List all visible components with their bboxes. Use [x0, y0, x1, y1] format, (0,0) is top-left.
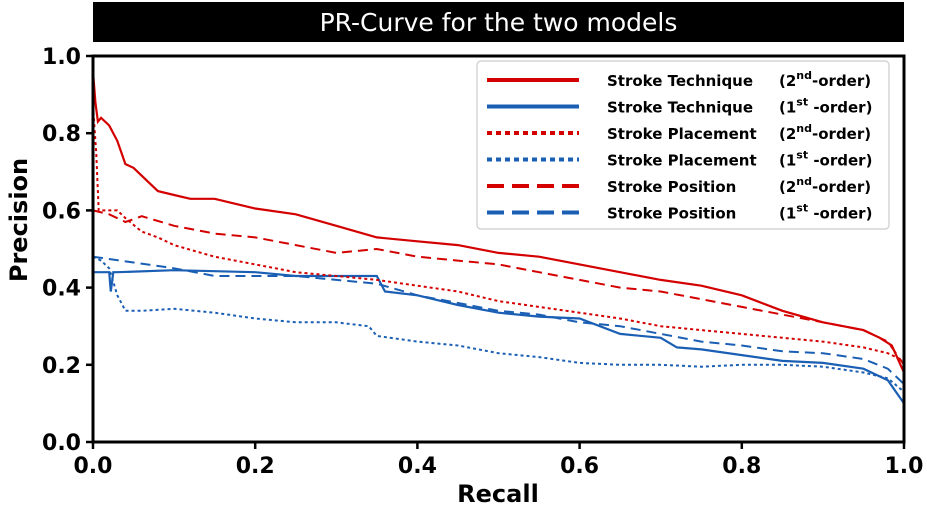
x-axis: 0.0 0.2 0.4 0.6 0.8 1.0: [74, 442, 924, 479]
legend-order-0: (2nd-order): [779, 69, 871, 90]
series-line-4: [93, 209, 904, 366]
series-line-1: [93, 269, 904, 405]
series-line-3: [93, 255, 904, 393]
y-tick-label: 0.8: [42, 122, 81, 147]
y-tick-label: 1.0: [42, 45, 81, 70]
y-tick-label: 0.0: [42, 431, 81, 456]
y-tick-label: 0.4: [42, 277, 81, 302]
y-axis-label: Precision: [5, 158, 33, 282]
x-tick-label: 0.6: [560, 454, 599, 479]
legend-label-2: Stroke Placement: [607, 125, 757, 143]
x-tick-label: 0.8: [722, 454, 761, 479]
x-axis-label: Recall: [457, 480, 539, 508]
x-tick-label: 0.0: [74, 454, 113, 479]
legend-label-3: Stroke Placement: [607, 152, 757, 170]
x-tick-label: 1.0: [885, 454, 924, 479]
x-tick-label: 0.4: [398, 454, 437, 479]
y-axis: 0.0 0.2 0.4 0.6 0.8 1.0: [42, 45, 93, 456]
series-line-0: [93, 71, 904, 373]
y-tick-label: 0.6: [42, 199, 81, 224]
legend-label-4: Stroke Position: [607, 178, 736, 196]
plot-frame: [91, 54, 906, 444]
legend-order-4: (2nd-order): [779, 175, 871, 196]
legend-label-5: Stroke Position: [607, 205, 736, 223]
legend-order-3: (1st -order): [779, 149, 872, 170]
y-tick-label: 0.2: [42, 354, 81, 379]
series-line-2: [93, 106, 904, 362]
legend-order-1: (1st -order): [779, 96, 872, 117]
chart-title: PR-Curve for the two models: [93, 2, 904, 42]
legend-order-5: (1st -order): [779, 202, 872, 223]
legend-label-0: Stroke Technique: [607, 72, 753, 90]
legend-order-2: (2nd-order): [779, 122, 871, 143]
x-tick-label: 0.2: [236, 454, 275, 479]
series-line-5: [93, 255, 904, 385]
legend-box: [476, 60, 890, 230]
series-layer: [93, 71, 904, 405]
legend: Stroke Technique (2nd-order) Stroke Techni…: [476, 60, 890, 230]
legend-label-1: Stroke Technique: [607, 99, 753, 117]
